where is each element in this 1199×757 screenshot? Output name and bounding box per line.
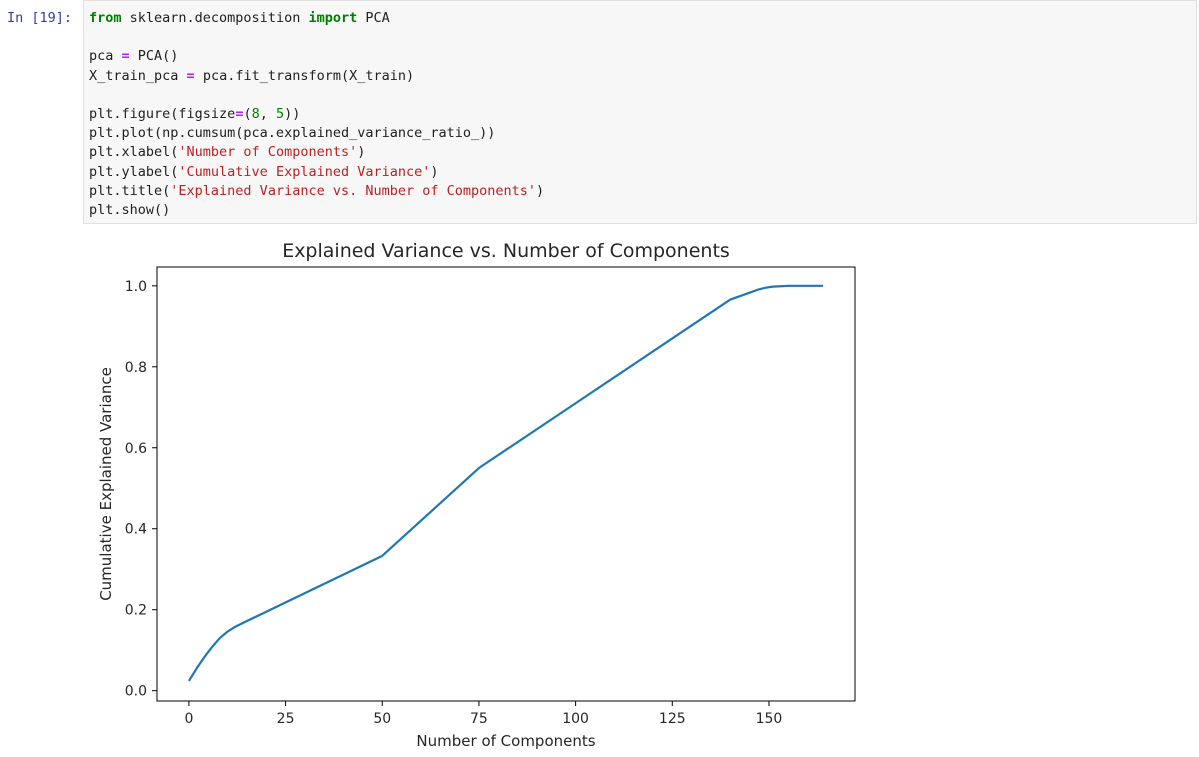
x-tick-label: 50 <box>373 711 391 727</box>
code-line: pca = PCA() <box>89 47 178 66</box>
code-token: PCA <box>357 10 390 26</box>
code-token: plt.show() <box>89 202 171 218</box>
code-token: ) <box>430 163 439 180</box>
code-token: sklearn.decomposition <box>121 10 309 26</box>
code-token: ) <box>536 182 545 199</box>
y-axis-label: Cumulative Explained Variance <box>97 367 115 601</box>
code-line: plt.ylabel('Cumulative Explained Varianc… <box>89 163 439 182</box>
x-tick-label: 150 <box>756 711 783 727</box>
code-token: 'Cumulative Explained Variance' <box>178 163 431 180</box>
code-line: plt.xlabel('Number of Components') <box>89 143 365 162</box>
cell-prompt: In [19]: <box>7 10 73 26</box>
code-cell-editor[interactable]: from sklearn.decomposition import PCA pca… <box>83 0 1197 224</box>
code-token: pca.fit_transform(X_train) <box>194 67 415 84</box>
code-token: = <box>186 67 195 84</box>
code-token: import <box>308 10 358 26</box>
y-tick-label: 1.0 <box>125 279 147 295</box>
code-token: plt.plot(np.cumsum(pca.explained_varianc… <box>89 125 496 142</box>
y-tick-label: 0.2 <box>125 603 147 619</box>
code-line: from sklearn.decomposition import PCA <box>89 9 390 28</box>
code-token: plt.figure(figsize <box>89 106 236 122</box>
code-token: 'Explained Variance vs. Number of Compon… <box>170 182 537 199</box>
code-line: plt.show() <box>89 201 170 220</box>
code-token: , <box>259 106 276 122</box>
code-token: 5 <box>276 106 285 122</box>
x-tick-label: 25 <box>277 711 295 727</box>
code-token: plt.xlabel( <box>89 144 179 161</box>
code-token: = <box>235 106 244 122</box>
code-line: plt.plot(np.cumsum(pca.explained_varianc… <box>89 124 495 143</box>
x-axis-label: Number of Components <box>416 732 595 750</box>
code-token: plt.title( <box>89 182 171 199</box>
code-token: pca <box>89 48 122 65</box>
code-token: plt.ylabel( <box>89 163 179 180</box>
code-token: PCA() <box>129 48 179 65</box>
code-line: plt.title('Explained Variance vs. Number… <box>89 182 544 201</box>
code-line: X_train_pca = pca.fit_transform(X_train) <box>89 67 414 86</box>
plot-frame <box>156 266 856 702</box>
code-line: plt.figure(figsize=(8, 5)) <box>89 105 300 124</box>
code-token: 'Number of Components' <box>178 144 358 161</box>
x-tick-label: 0 <box>184 711 193 727</box>
y-tick-label: 0.8 <box>125 360 147 376</box>
y-tick-label: 0.6 <box>125 441 147 457</box>
code-token: ) <box>357 144 366 161</box>
code-token: X_train_pca <box>89 67 187 84</box>
code-token: from <box>89 10 122 26</box>
series-line <box>187 284 824 682</box>
code-token: 8 <box>251 106 260 122</box>
code-token: = <box>121 48 130 65</box>
line-chart: Explained Variance vs. Number of Compone… <box>97 240 856 750</box>
x-tick-label: 125 <box>659 711 686 727</box>
code-token: ( <box>243 106 252 122</box>
cell-output-plot: Explained Variance vs. Number of Compone… <box>90 230 870 753</box>
y-tick-label: 0.4 <box>125 522 147 538</box>
x-tick-label: 75 <box>470 711 488 727</box>
x-tick-label: 100 <box>562 711 589 727</box>
y-tick-label: 0.0 <box>125 684 147 700</box>
code-token: )) <box>284 106 301 122</box>
chart-title: Explained Variance vs. Number of Compone… <box>282 240 730 262</box>
